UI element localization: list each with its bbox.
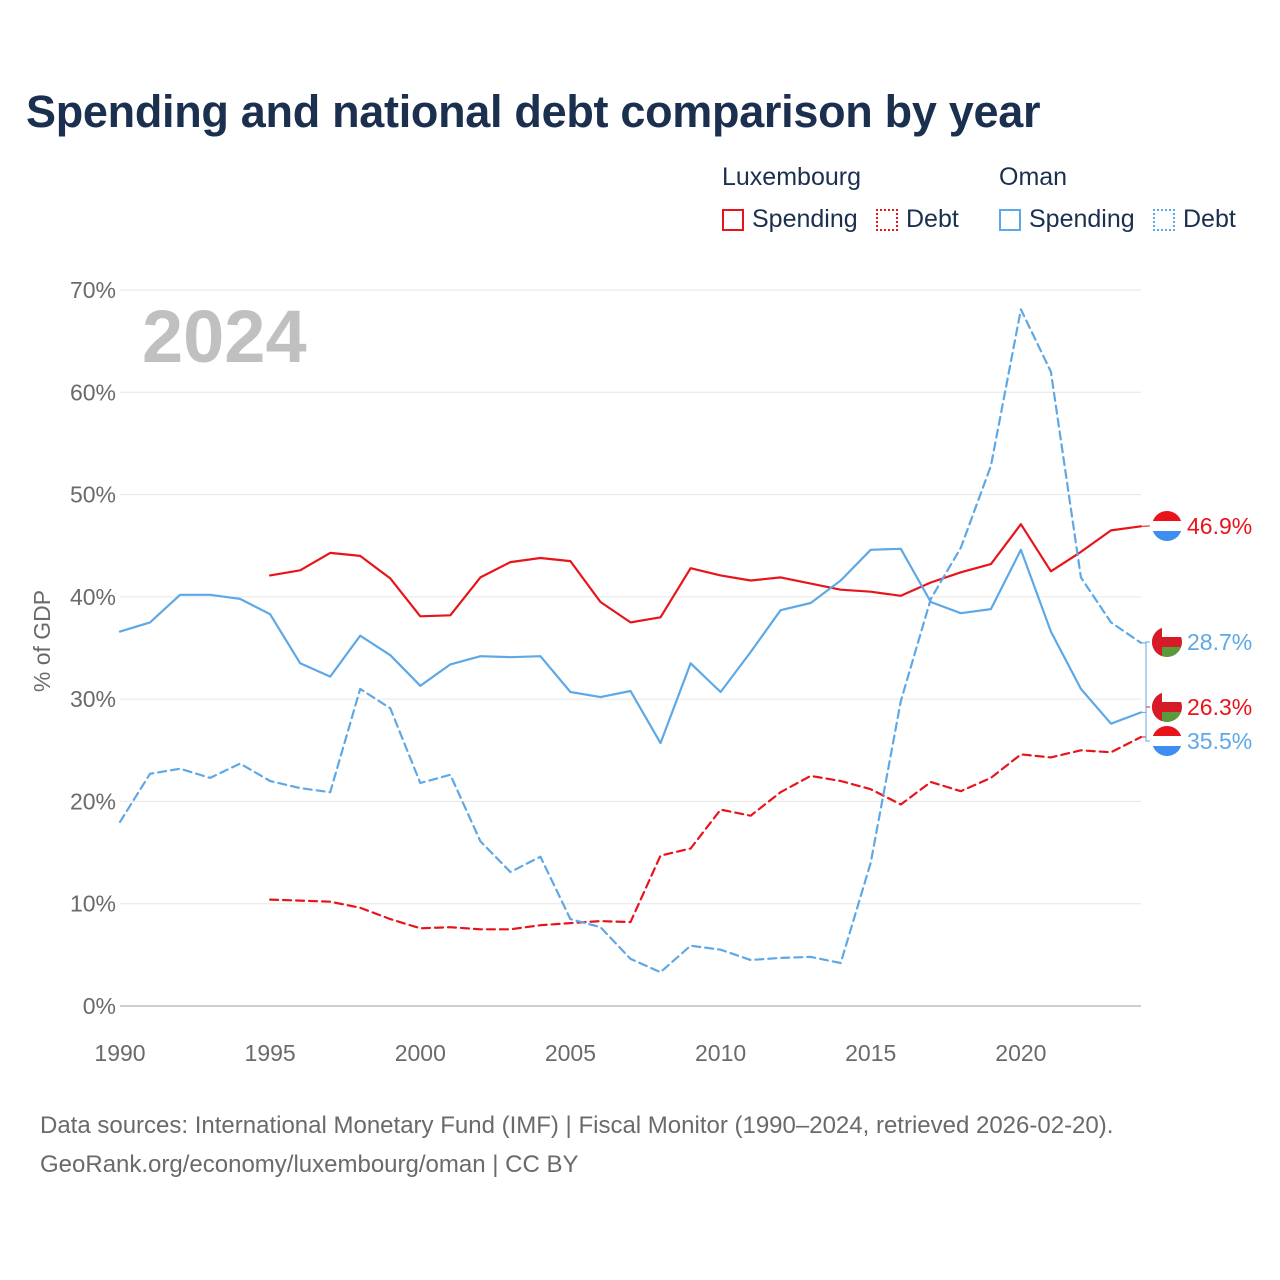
x-tick-label: 2000 bbox=[395, 1040, 446, 1066]
series-line-luxembourg-debt[interactable] bbox=[269, 735, 1143, 931]
legend-item-luxembourg-spending[interactable]: Spending bbox=[722, 205, 858, 234]
solid-swatch-icon bbox=[999, 208, 1021, 231]
legend-label: Spending bbox=[1029, 205, 1135, 233]
y-tick-label: 20% bbox=[70, 788, 116, 814]
legend-country-oman: Oman bbox=[999, 163, 1068, 191]
series-line-oman-debt[interactable] bbox=[118, 308, 1143, 974]
y-tick-label: 50% bbox=[70, 482, 116, 508]
legend-item-luxembourg-debt[interactable]: Debt bbox=[876, 205, 959, 234]
y-tick-label: 40% bbox=[70, 584, 116, 610]
x-tick-label: 1990 bbox=[94, 1040, 145, 1066]
solid-swatch-icon bbox=[722, 208, 744, 231]
end-value-label: 35.5% bbox=[1187, 728, 1252, 754]
page-title: Spending and national debt comparison by… bbox=[26, 86, 1041, 137]
x-tick-label: 2020 bbox=[995, 1040, 1046, 1066]
y-tick-label: 0% bbox=[83, 993, 116, 1019]
legend-country-luxembourg: Luxembourg bbox=[722, 163, 861, 191]
x-tick-label: 2015 bbox=[845, 1040, 896, 1066]
end-value-label: 26.3% bbox=[1187, 694, 1252, 720]
x-tick-label: 1995 bbox=[245, 1040, 296, 1066]
legend-item-oman-spending[interactable]: Spending bbox=[999, 205, 1135, 234]
line-chart: 0% 10% 20% 30% 40% 50% 60% 70% 1990 1995 2000 2005 2… bbox=[29, 277, 1252, 1066]
legend-label: Spending bbox=[752, 205, 858, 233]
dotted-swatch-icon bbox=[1153, 208, 1175, 231]
oman-flag-icon bbox=[1152, 627, 1182, 657]
x-tick-label: 2005 bbox=[545, 1040, 596, 1066]
legend-label: Debt bbox=[1183, 205, 1236, 233]
series-line-oman-spending[interactable] bbox=[118, 547, 1143, 745]
source-line-1: Data sources: International Monetary Fun… bbox=[40, 1112, 1114, 1139]
end-label-connector bbox=[1142, 642, 1150, 742]
series-line-luxembourg-spending[interactable] bbox=[269, 523, 1143, 624]
source-line-2: GeoRank.org/economy/luxembourg/oman | CC… bbox=[40, 1151, 579, 1178]
y-tick-label: 60% bbox=[70, 379, 116, 405]
dotted-swatch-icon bbox=[876, 208, 898, 231]
legend-label: Debt bbox=[906, 205, 959, 233]
x-tick-label: 2010 bbox=[695, 1040, 746, 1066]
data-source-note: Data sources: International Monetary Fun… bbox=[40, 1106, 1113, 1184]
luxembourg-flag-icon bbox=[1152, 511, 1182, 541]
y-axis-label: % of GDP bbox=[29, 590, 55, 692]
legend-item-oman-debt[interactable]: Debt bbox=[1153, 205, 1236, 234]
luxembourg-flag-icon bbox=[1152, 726, 1182, 756]
end-value-label: 28.7% bbox=[1187, 629, 1252, 655]
y-tick-label: 70% bbox=[70, 277, 116, 303]
oman-flag-icon bbox=[1152, 692, 1182, 722]
end-value-label: 46.9% bbox=[1187, 513, 1252, 539]
y-tick-label: 30% bbox=[70, 686, 116, 712]
year-watermark: 2024 bbox=[142, 295, 307, 378]
y-tick-label: 10% bbox=[70, 891, 116, 917]
